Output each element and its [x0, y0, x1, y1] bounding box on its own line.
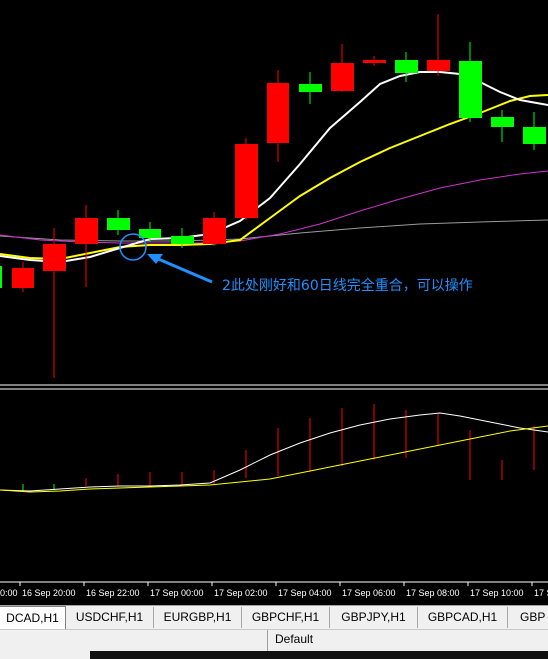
candle [107, 210, 130, 235]
time-label: 17 Sep 02:00 [214, 588, 268, 598]
indicator-histogram [22, 404, 535, 492]
candle [459, 42, 482, 122]
candle [43, 228, 66, 378]
time-label: 16 Sep 20:00 [22, 588, 76, 598]
annotation-arrow [155, 256, 213, 284]
candle [171, 228, 194, 248]
tab-gbpjpy-h1[interactable]: GBPJPY,H1 [330, 607, 418, 628]
time-label: 17 Sep 08:00 [406, 588, 460, 598]
status-strip [90, 651, 548, 659]
annotation-text: 2此处刚好和60日线完全重合，可以操作 [222, 277, 473, 294]
indicator-main-line [0, 425, 548, 493]
time-label: 0:00 [0, 588, 18, 598]
candle [0, 266, 2, 288]
time-label: 17 Sep 04:00 [278, 588, 332, 598]
time-label: 16 Sep 22:00 [86, 588, 140, 598]
candle [75, 205, 98, 287]
time-label: 17 Se [534, 588, 548, 598]
chart-tab-bar: DCAD,H1 USDCHF,H1 EURGBP,H1 GBPCHF,H1 GB… [0, 605, 548, 629]
price-chart[interactable]: 2此处刚好和60日线完全重合，可以操作 [0, 0, 548, 605]
candle [267, 70, 289, 162]
status-segment [0, 630, 268, 659]
candle [235, 138, 258, 220]
status-profile-name: Default [275, 632, 314, 646]
time-label: 17 Sep 06:00 [342, 588, 396, 598]
time-label: 17 Sep 00:00 [150, 588, 204, 598]
candle [491, 110, 514, 142]
tab-eurgbp-h1[interactable]: EURGBP,H1 [154, 607, 242, 628]
candle [203, 212, 226, 246]
tab-gbp-partial[interactable]: GBP [520, 610, 546, 624]
candle [12, 262, 34, 292]
candle [395, 52, 418, 82]
candle [427, 14, 450, 76]
candle [139, 222, 161, 242]
tab-dcad-h1[interactable]: DCAD,H1 [0, 606, 66, 629]
tab-gbpcad-h1[interactable]: GBPCAD,H1 [418, 607, 508, 628]
time-axis: 0:00 16 Sep 20:00 16 Sep 22:00 17 Sep 00… [0, 582, 548, 598]
candle [363, 56, 386, 66]
candle [523, 112, 546, 150]
status-bar: Default [0, 629, 548, 659]
chart-canvas[interactable]: 2此处刚好和60日线完全重合，可以操作 [0, 0, 548, 605]
annotation-arrowhead [147, 254, 163, 264]
tab-usdchf-h1[interactable]: USDCHF,H1 [66, 607, 154, 628]
candle [299, 72, 322, 104]
time-label: 17 Sep 10:00 [470, 588, 524, 598]
tab-gbpchf-h1[interactable]: GBPCHF,H1 [242, 607, 330, 628]
annotation-circle [119, 233, 147, 261]
indicator-signal-line [0, 412, 548, 492]
candle [331, 44, 354, 92]
